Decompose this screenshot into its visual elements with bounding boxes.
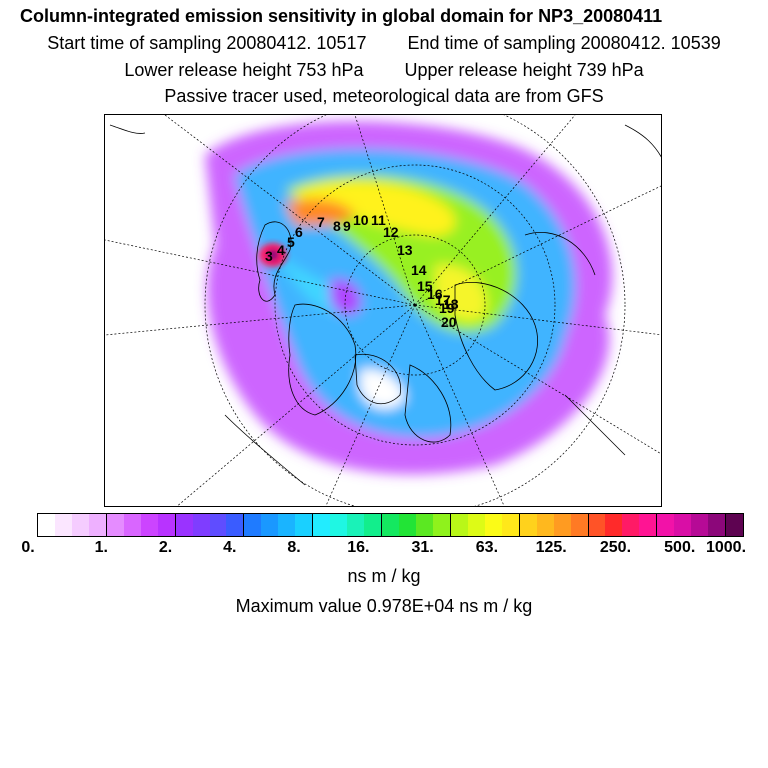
sensitivity-field [205, 121, 613, 475]
colorbar-cell [726, 514, 744, 536]
colorbar-cell [501, 514, 520, 536]
colorbar-cell [639, 514, 658, 536]
colorbar-cell [313, 514, 331, 536]
colorbar-cell [399, 514, 416, 536]
trajectory-label: 14 [411, 262, 427, 278]
map-canvas: 3 4 5 6 7 8 9 10 11 12 13 14 15 16 17 18… [105, 115, 661, 506]
polar-map: 3 4 5 6 7 8 9 10 11 12 13 14 15 16 17 18… [104, 114, 662, 507]
colorbar-cell [415, 514, 433, 536]
colorbar-cell [244, 514, 262, 536]
colorbar-cell [330, 514, 348, 536]
colorbar-cell [278, 514, 296, 536]
colorbar-cell [708, 514, 727, 536]
hotspot [259, 243, 287, 267]
colorbar-cell [432, 514, 451, 536]
colorbar-cell [467, 514, 485, 536]
colorbar-cell [674, 514, 692, 536]
tracer-info: Passive tracer used, meteorological data… [164, 86, 604, 106]
trajectory-label: 8 [333, 218, 341, 234]
trajectory-label: 5 [287, 234, 295, 250]
colorbar-cell [484, 514, 502, 536]
colorbar-tick-label: 125. [535, 539, 567, 556]
graticule [105, 115, 661, 506]
trajectory-label: 12 [383, 224, 399, 240]
colorbar-cell [450, 514, 468, 536]
colorbar-cell [605, 514, 623, 536]
colorbar-tick-label: 16. [347, 539, 370, 556]
colorbar-unit: ns m / kg [347, 566, 421, 586]
upper-height-label: Upper release height 739 hPa [404, 60, 644, 80]
colorbar-cell [347, 514, 365, 536]
colorbar-tick-label: 8. [287, 539, 301, 556]
trajectory-label: 19 [439, 300, 455, 316]
colorbar-cell [54, 514, 72, 536]
figure-title: Column-integrated emission sensitivity i… [20, 6, 663, 26]
colorbar-cell [88, 514, 107, 536]
trajectory-label: 6 [295, 224, 303, 240]
lower-height-label: Lower release height 753 hPa [124, 60, 364, 80]
trajectory-label: 13 [397, 242, 413, 258]
colorbar-cell [140, 514, 158, 536]
colorbar-tick-label: 63. [475, 539, 499, 556]
colorbar-cell [71, 514, 89, 536]
colorbar-cell [691, 514, 709, 536]
colorbar-cell [157, 514, 176, 536]
colorbar-cell [382, 514, 400, 536]
colorbar-cell [295, 514, 314, 536]
colorbar-cell [364, 514, 383, 536]
start-time-label: Start time of sampling 20080412. 10517 [47, 33, 367, 53]
colorbar-tick-label: 2. [158, 539, 173, 556]
colorbar [37, 513, 744, 537]
trajectory-label: 9 [343, 218, 351, 234]
trajectory-label: 18 [443, 296, 459, 312]
maximum-value-label: Maximum value 0.978E+04 ns m / kg [235, 596, 533, 616]
trajectory-label: 3 [265, 248, 273, 264]
colorbar-cell [588, 514, 606, 536]
colorbar-tick-label: 4. [223, 539, 237, 556]
trajectory-label: 10 [353, 212, 369, 228]
colorbar-cell [570, 514, 589, 536]
colorbar-tick-label: 250. [599, 539, 632, 556]
trajectory-label: 4 [277, 242, 285, 258]
colorbar-cell [209, 514, 227, 536]
colorbar-cell [106, 514, 124, 536]
coastlines [109, 124, 661, 486]
trajectory-label: 11 [371, 212, 386, 228]
colorbar-cell [123, 514, 141, 536]
colorbar-tick-label: 0. [21, 539, 35, 556]
colorbar-cell [536, 514, 554, 536]
colorbar-tick-label: 1000. [705, 539, 747, 556]
colorbar-cell [519, 514, 537, 536]
colorbar-tick-label: 31. [411, 539, 434, 556]
trajectory-label: 15 [417, 278, 433, 294]
trajectory-label: 17 [435, 292, 451, 308]
colorbar-tick-label: 1. [94, 539, 108, 556]
colorbar-cell [553, 514, 571, 536]
colorbar-ticks: 0. 1. 2. 4. 8. 16. 31. 63. 125. 250. 500. 1000. [0, 539, 768, 561]
colorbar-cell [192, 514, 210, 536]
end-time-label: End time of sampling 20080412. 10539 [407, 33, 721, 53]
colorbar-tick-label: 500. [664, 539, 696, 556]
trajectory-labels: 3 4 5 6 7 8 9 10 11 12 13 14 15 16 17 18… [265, 212, 459, 330]
trajectory-label: 7 [317, 214, 325, 230]
colorbar-cell [261, 514, 279, 536]
sampling-times: Start time of sampling 20080412. 10517 E… [0, 33, 768, 54]
colorbar-cell [657, 514, 675, 536]
colorbar-cell [622, 514, 640, 536]
trajectory-label: 20 [441, 314, 457, 330]
colorbar-cell [38, 514, 55, 536]
trajectory-label: 16 [427, 286, 443, 302]
colorbar-cell [175, 514, 193, 536]
release-heights: Lower release height 753 hPa Upper relea… [0, 60, 768, 81]
colorbar-cell [226, 514, 245, 536]
